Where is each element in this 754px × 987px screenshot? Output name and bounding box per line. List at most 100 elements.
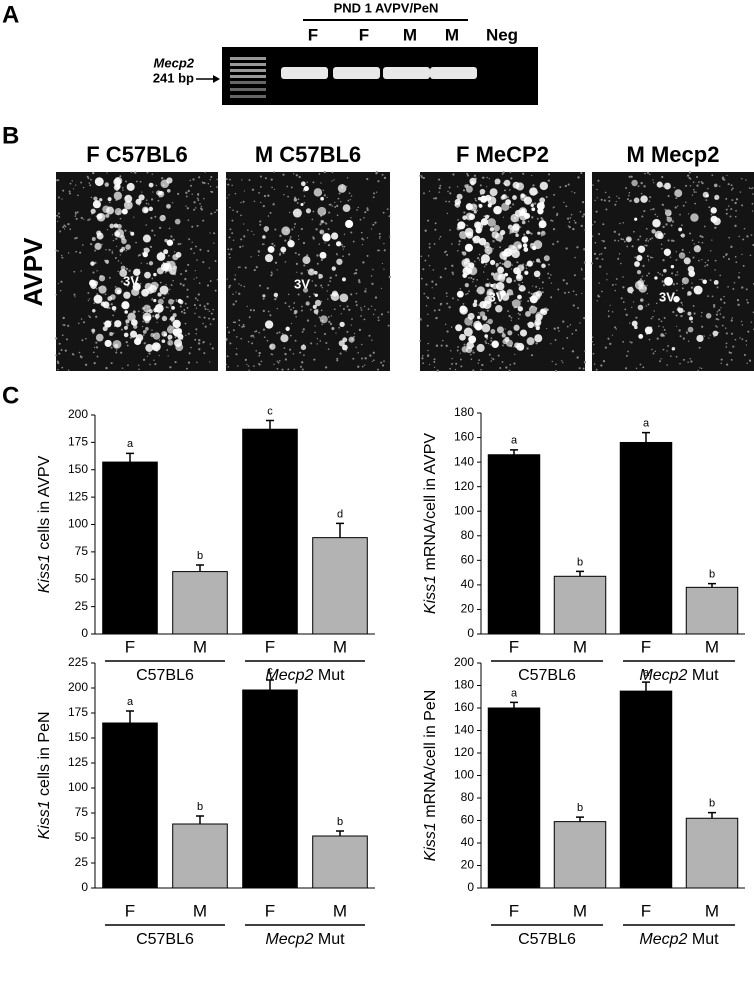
speckle: [246, 363, 248, 366]
cell: [263, 226, 270, 232]
speckle: [596, 197, 598, 199]
speckle: [200, 207, 202, 210]
speckle: [389, 236, 391, 238]
y-tick-label: 225: [68, 655, 88, 669]
speckle: [439, 184, 442, 187]
speckle: [478, 259, 481, 261]
speckle: [189, 179, 192, 182]
cell: [644, 326, 653, 335]
speckle: [196, 224, 199, 227]
speckle: [661, 280, 664, 283]
cell: [159, 214, 166, 222]
speckle: [679, 213, 681, 216]
speckle: [328, 211, 331, 214]
speckle: [270, 274, 273, 277]
speckle: [258, 354, 261, 357]
y-tick-label: 0: [81, 880, 88, 894]
speckle: [75, 184, 77, 186]
speckle: [566, 217, 570, 220]
speckle: [346, 177, 349, 179]
speckle: [734, 255, 737, 258]
speckle: [238, 324, 241, 326]
pcr-band: [430, 67, 477, 79]
speckle: [322, 189, 325, 192]
speckle: [670, 224, 673, 227]
speckle: [80, 181, 82, 184]
bar: [685, 586, 739, 635]
speckle: [427, 349, 429, 352]
speckle: [87, 291, 90, 294]
y-tick-label: 100: [454, 503, 474, 517]
speckle: [553, 206, 556, 208]
error-bar: [708, 811, 716, 819]
cell: [161, 315, 168, 322]
speckle: [193, 208, 196, 211]
speckle: [57, 250, 59, 252]
cell: [513, 324, 520, 331]
speckle: [195, 245, 197, 248]
speckle: [297, 293, 300, 296]
speckle: [451, 357, 453, 360]
speckle: [231, 219, 234, 222]
speckle: [463, 343, 466, 346]
speckle: [193, 201, 196, 204]
speckle: [301, 368, 304, 371]
speckle: [92, 271, 95, 274]
speckle: [284, 358, 288, 361]
speckle: [561, 360, 563, 362]
cell: [104, 339, 112, 348]
speckle: [79, 251, 82, 254]
ventricle-label: 3V: [123, 273, 139, 288]
speckle: [476, 257, 480, 260]
speckle: [323, 194, 326, 197]
cell: [693, 245, 701, 253]
speckle: [641, 215, 644, 218]
speckle: [208, 310, 211, 312]
speckle: [148, 352, 151, 355]
speckle: [300, 227, 303, 231]
speckle: [637, 185, 640, 188]
error-bar: [126, 452, 134, 463]
speckle: [247, 340, 250, 343]
speckle: [172, 238, 175, 241]
cell: [702, 279, 707, 285]
speckle: [725, 346, 728, 348]
cell: [171, 306, 175, 310]
speckle: [648, 272, 650, 275]
speckle: [580, 268, 583, 271]
speckle: [258, 363, 261, 366]
speckle: [340, 243, 343, 246]
error-bar: [708, 582, 716, 588]
speckle: [262, 204, 265, 208]
speckle: [203, 197, 205, 200]
cell: [262, 294, 266, 298]
cell: [172, 328, 181, 336]
speckle: [174, 336, 177, 339]
cell: [280, 246, 287, 253]
cell: [487, 203, 492, 208]
speckle: [425, 304, 428, 307]
speckle: [743, 227, 746, 230]
speckle: [250, 256, 252, 258]
speckle: [89, 184, 92, 187]
speckle: [707, 259, 710, 262]
speckle: [258, 331, 260, 334]
speckle: [329, 203, 332, 206]
pcr-band: [383, 67, 430, 79]
speckle: [662, 284, 666, 287]
speckle: [93, 362, 96, 365]
speckle: [648, 338, 651, 341]
gel-header: PND 1 AVPV/PeN: [334, 0, 439, 15]
speckle: [126, 284, 129, 287]
speckle: [92, 171, 95, 175]
speckle: [645, 227, 648, 230]
speckle: [645, 305, 647, 307]
image-title: M C57BL6: [255, 142, 361, 167]
cell: [673, 295, 680, 303]
speckle: [563, 291, 566, 294]
speckle: [55, 337, 58, 340]
x-tick-label: F: [125, 901, 135, 920]
speckle: [692, 181, 695, 183]
speckle: [666, 364, 668, 366]
speckle: [550, 282, 553, 284]
